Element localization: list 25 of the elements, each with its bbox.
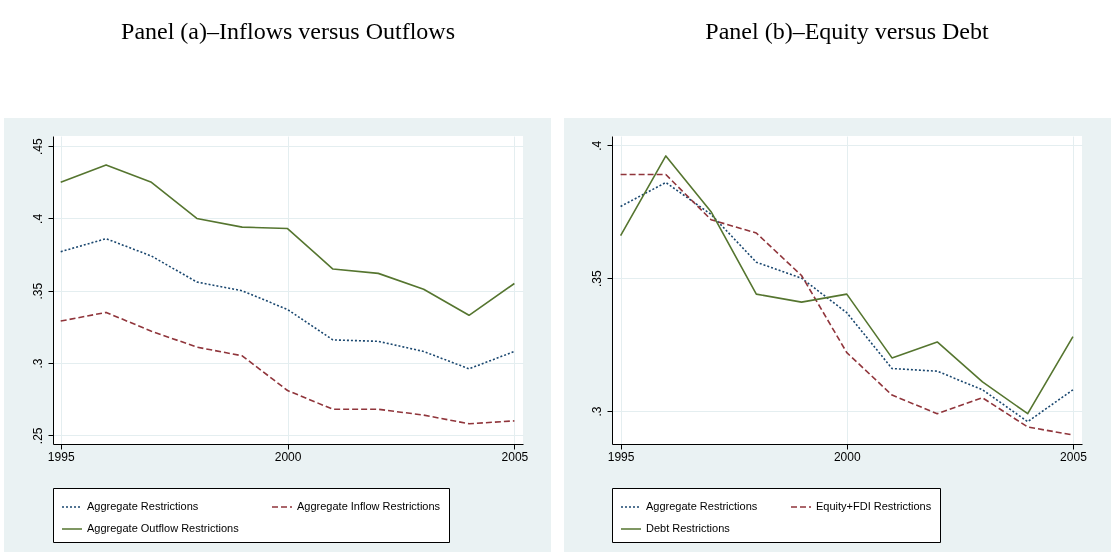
y-tick-label: .35 xyxy=(589,270,604,288)
legend-label: Aggregate Inflow Restrictions xyxy=(297,500,441,512)
legend-label: Equity+FDI Restrictions xyxy=(816,500,932,512)
x-tick-label: 1995 xyxy=(47,449,75,464)
x-tick-label: 2000 xyxy=(833,449,861,464)
y-tick-label: .4 xyxy=(30,213,45,224)
x-tick-label: 1995 xyxy=(607,449,635,464)
legend-label: Aggregate Restrictions xyxy=(646,500,758,512)
y-tick-label: .3 xyxy=(589,406,604,417)
legend-label: Aggregate Restrictions xyxy=(87,500,199,512)
x-tick-label: 2000 xyxy=(274,449,302,464)
chart-title: Panel (b)–Equity versus Debt xyxy=(705,18,989,44)
line-series xyxy=(59,164,516,317)
legend-label: Aggregate Outflow Restrictions xyxy=(87,522,240,534)
x-tick-label: 2005 xyxy=(1060,449,1088,464)
y-tick-label: .3 xyxy=(30,358,45,369)
x-tick-label: 2005 xyxy=(501,449,529,464)
line-series xyxy=(59,237,516,370)
legend-label: Debt Restrictions xyxy=(646,522,731,534)
y-tick-label: .35 xyxy=(30,282,45,300)
line-series xyxy=(59,311,516,425)
y-tick-label: .4 xyxy=(589,140,604,151)
y-tick-label: .25 xyxy=(30,427,45,445)
chart-title: Panel (a)–Inflows versus Outflows xyxy=(121,18,455,44)
y-tick-label: .45 xyxy=(30,137,45,155)
